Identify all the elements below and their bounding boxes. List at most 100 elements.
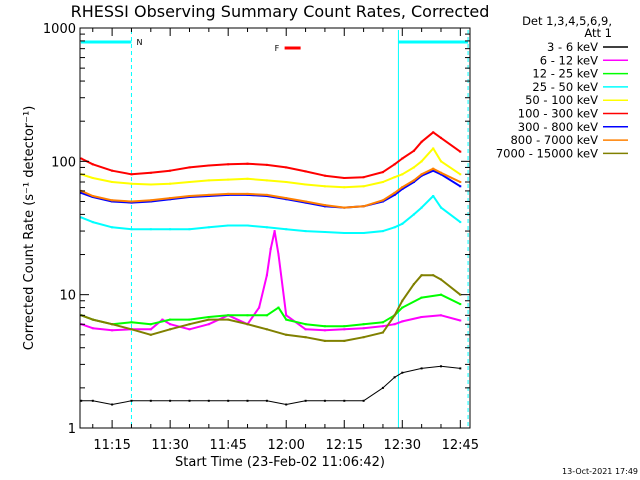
data-point-12-25-kev [246, 314, 249, 317]
data-point-6-12-kev [381, 325, 384, 328]
data-point-6-12-kev [258, 306, 261, 309]
data-point-800-7000-kev [459, 181, 462, 183]
data-point-100-300-kev [412, 149, 415, 152]
data-point-300-800-kev [130, 201, 133, 204]
data-point-6-12-kev [111, 329, 114, 332]
data-point-3-6-kev [440, 365, 442, 368]
x-tick-label: 12:30 [384, 438, 421, 453]
data-point-300-800-kev [207, 195, 210, 197]
data-point-6-12-kev [91, 327, 94, 330]
data-point-50-100-kev [432, 147, 435, 150]
data-point-12-25-kev [130, 321, 133, 324]
series-line-50-100-kev [80, 147, 461, 189]
data-point-300-800-kev [401, 188, 404, 190]
data-point-3-6-kev [91, 399, 94, 402]
y-tick-label: 1 [68, 422, 76, 437]
data-point-100-300-kev [401, 157, 404, 160]
data-point-100-300-kev [381, 171, 384, 174]
data-point-50-100-kev [459, 173, 462, 176]
data-point-800-7000-kev [227, 192, 230, 195]
legend-label: 12 - 25 keV [532, 67, 598, 81]
data-point-800-7000-kev [362, 205, 365, 208]
data-point-50-100-kev [285, 181, 288, 183]
data-point-12-25-kev [265, 314, 268, 317]
data-point-7000-15000-kev [420, 274, 423, 277]
data-point-300-800-kev [459, 185, 462, 188]
data-point-300-800-kev [265, 195, 268, 197]
data-point-12-25-kev [401, 306, 404, 309]
data-point-25-50-kev [343, 232, 346, 234]
series-line-25-50-kev [80, 195, 461, 234]
x-tick-label: 11:30 [151, 438, 188, 453]
chart-title: RHESSI Observing Summary Count Rates, Co… [71, 2, 490, 21]
data-point-100-300-kev [440, 136, 442, 139]
data-point-25-50-kev [207, 226, 210, 229]
x-axis-label: Start Time (23-Feb-02 11:06:42) [175, 455, 385, 470]
data-point-50-100-kev [343, 186, 346, 189]
data-point-7000-15000-kev [188, 323, 191, 326]
data-point-800-7000-kev [169, 197, 172, 200]
data-point-800-7000-kev [393, 191, 396, 194]
data-point-800-7000-kev [304, 200, 307, 203]
data-point-25-50-kev [169, 228, 172, 231]
data-point-6-12-kev [362, 327, 365, 330]
data-point-6-12-kev [207, 323, 210, 326]
data-point-50-100-kev [440, 160, 442, 163]
data-point-800-7000-kev [432, 167, 435, 170]
data-point-800-7000-kev [440, 171, 442, 174]
data-point-25-50-kev [459, 221, 462, 224]
data-point-300-800-kev [169, 198, 172, 201]
data-point-6-12-kev [285, 314, 288, 317]
data-point-800-7000-kev [149, 199, 152, 202]
y-tick-label: 100 [51, 155, 76, 170]
data-point-6-12-kev [343, 328, 346, 331]
data-point-100-300-kev [265, 163, 268, 166]
data-point-7000-15000-kev [459, 293, 462, 296]
data-point-300-800-kev [440, 173, 442, 176]
data-point-100-300-kev [343, 177, 346, 179]
data-point-25-50-kev [227, 224, 230, 227]
data-point-25-50-kev [412, 213, 415, 216]
data-point-7000-15000-kev [246, 323, 249, 326]
data-point-7000-15000-kev [381, 331, 384, 334]
data-point-3-6-kev [149, 399, 152, 402]
data-point-7000-15000-kev [265, 328, 268, 331]
data-point-25-50-kev [401, 222, 404, 225]
data-point-300-800-kev [393, 193, 396, 196]
plot-frame [79, 27, 471, 429]
data-point-800-7000-kev [412, 179, 415, 182]
data-point-100-300-kev [169, 169, 172, 172]
data-point-25-50-kev [440, 206, 442, 209]
data-point-7000-15000-kev [304, 336, 307, 339]
data-point-300-800-kev [149, 200, 152, 203]
data-point-3-6-kev [420, 367, 423, 370]
data-point-50-100-kev [91, 177, 94, 179]
data-point-800-7000-kev [130, 200, 133, 203]
series-line-3-6-kev [81, 365, 461, 405]
data-point-12-25-kev [440, 293, 442, 296]
data-point-7000-15000-kev [169, 328, 172, 331]
data-point-6-12-kev [273, 230, 276, 233]
data-point-25-50-kev [80, 216, 83, 219]
data-point-300-800-kev [420, 174, 423, 177]
data-point-12-25-kev [323, 325, 326, 328]
data-point-7000-15000-kev [91, 318, 94, 321]
data-point-800-7000-kev [420, 173, 423, 176]
x-tick-label: 11:45 [209, 438, 246, 453]
data-point-3-6-kev [459, 367, 462, 370]
data-point-50-100-kev [149, 183, 152, 186]
y-tick-label: 10 [59, 289, 76, 304]
data-point-7000-15000-kev [149, 333, 152, 336]
data-point-50-100-kev [420, 160, 423, 163]
data-point-3-6-kev [381, 386, 384, 389]
data-point-300-800-kev [285, 198, 288, 201]
data-point-12-25-kev [207, 316, 210, 318]
data-point-12-25-kev [188, 318, 191, 321]
x-tick-label: 12:15 [326, 438, 363, 453]
data-point-3-6-kev [362, 399, 365, 402]
data-point-800-7000-kev [265, 193, 268, 196]
data-point-25-50-kev [420, 206, 423, 209]
legend-label: 7000 - 15000 keV [496, 146, 598, 160]
data-point-7000-15000-kev [111, 323, 114, 326]
